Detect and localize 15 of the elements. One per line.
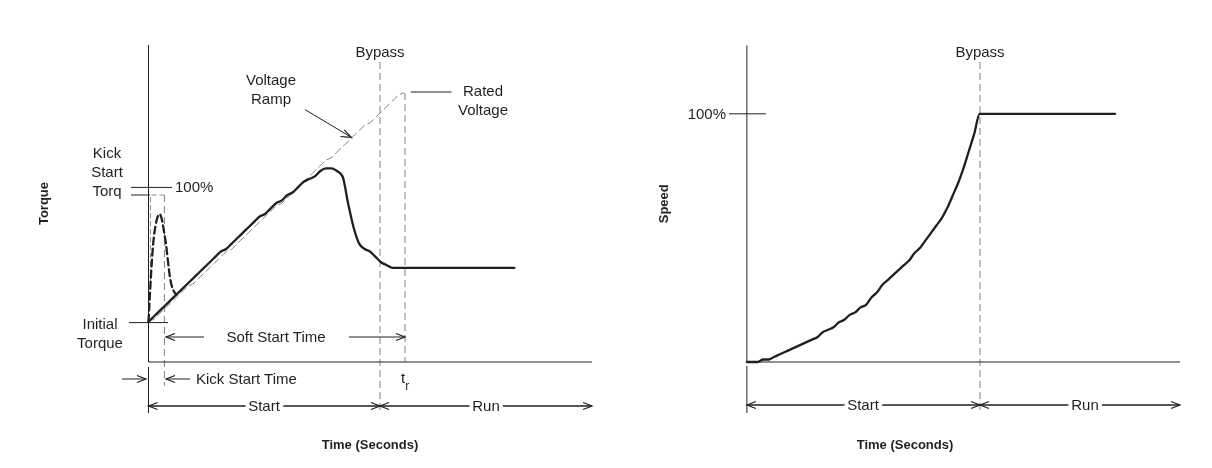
annotation: Rated Voltage	[457, 82, 509, 118]
text: t$_{r}$	[401, 369, 410, 393]
text: Initial Torque	[77, 315, 123, 351]
y-axis-title: Speed	[656, 184, 671, 224]
text: Kick Start Time	[196, 370, 297, 387]
text: 100%	[687, 105, 726, 122]
x-axis-title: Time (Seconds)	[321, 437, 419, 452]
annotation: Soft Start Time	[226, 328, 326, 345]
text: Bypass	[355, 43, 405, 60]
y-axis-title: Torque	[36, 181, 51, 226]
annotation: Voltage Ramp	[245, 71, 297, 107]
text: Bypass	[955, 43, 1005, 60]
x-axis-title: Time (Seconds)	[856, 437, 954, 452]
text: Kick Start Torq	[91, 144, 124, 199]
annotation: 100%	[175, 178, 214, 195]
